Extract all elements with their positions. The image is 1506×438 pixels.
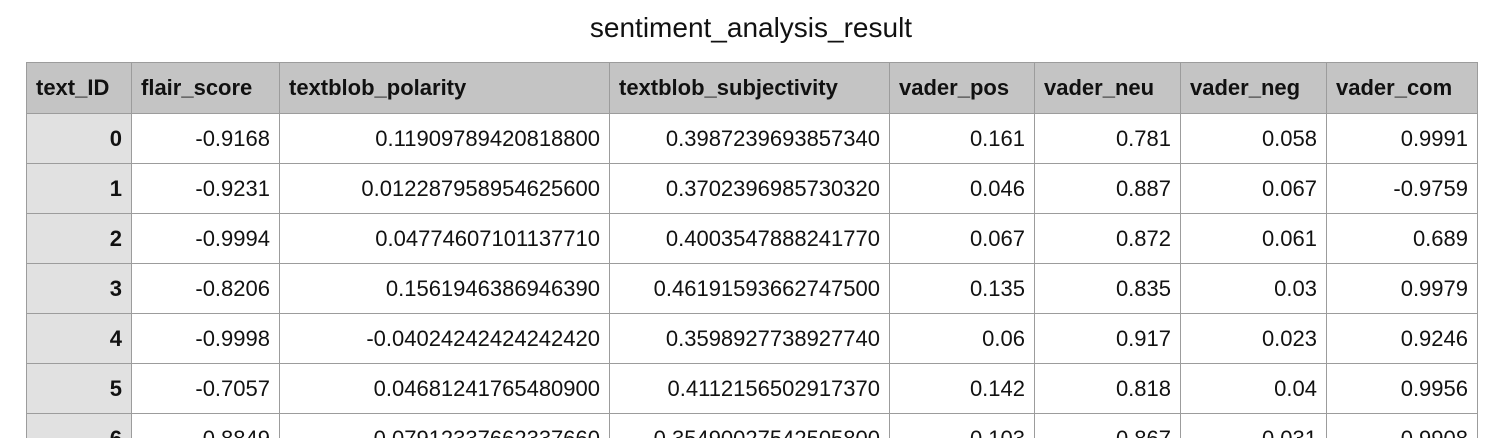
cell-vader-neu[interactable]: 0.872 — [1034, 213, 1181, 264]
cell-vader-neg[interactable]: 0.03 — [1180, 263, 1327, 314]
column-header-text-id[interactable]: text_ID — [26, 62, 132, 114]
column-header-vader-com[interactable]: vader_com — [1326, 62, 1478, 114]
cell-textblob-subjectivity[interactable]: 0.4112156502917370 — [609, 363, 890, 414]
cell-textblob-subjectivity[interactable]: 0.3702396985730320 — [609, 163, 890, 214]
table-row: 3 -0.8206 0.1561946386946390 0.461915936… — [26, 263, 1478, 314]
cell-vader-neu[interactable]: 0.867 — [1034, 413, 1181, 438]
cell-flair-score[interactable]: -0.8849 — [131, 413, 280, 438]
cell-vader-neu[interactable]: 0.781 — [1034, 113, 1181, 164]
cell-text-id[interactable]: 5 — [26, 363, 132, 414]
cell-vader-neg[interactable]: 0.067 — [1180, 163, 1327, 214]
cell-vader-neg[interactable]: 0.04 — [1180, 363, 1327, 414]
cell-vader-pos[interactable]: 0.067 — [889, 213, 1035, 264]
table-row: 4 -0.9998 -0.04024242424242420 0.3598927… — [26, 313, 1478, 364]
column-header-vader-neu[interactable]: vader_neu — [1034, 62, 1181, 114]
cell-vader-com[interactable]: -0.9759 — [1326, 163, 1478, 214]
cell-vader-com[interactable]: 0.9979 — [1326, 263, 1478, 314]
cell-vader-com[interactable]: 0.9991 — [1326, 113, 1478, 164]
cell-flair-score[interactable]: -0.9998 — [131, 313, 280, 364]
sheet-title: sentiment_analysis_result — [589, 12, 913, 43]
cell-vader-com[interactable]: 0.689 — [1326, 213, 1478, 264]
cell-flair-score[interactable]: -0.8206 — [131, 263, 280, 314]
cell-vader-neg[interactable]: 0.031 — [1180, 413, 1327, 438]
cell-textblob-polarity[interactable]: 0.11909789420818800 — [279, 113, 610, 164]
cell-vader-neg[interactable]: 0.023 — [1180, 313, 1327, 364]
cell-text-id[interactable]: 2 — [26, 213, 132, 264]
cell-vader-pos[interactable]: 0.161 — [889, 113, 1035, 164]
column-header-vader-pos[interactable]: vader_pos — [889, 62, 1035, 114]
cell-textblob-subjectivity[interactable]: 0.46191593662747500 — [609, 263, 890, 314]
cell-flair-score[interactable]: -0.9231 — [131, 163, 280, 214]
cell-textblob-subjectivity[interactable]: 0.4003547888241770 — [609, 213, 890, 264]
cell-textblob-subjectivity[interactable]: 0.3598927738927740 — [609, 313, 890, 364]
cell-vader-neu[interactable]: 0.818 — [1034, 363, 1181, 414]
cell-text-id[interactable]: 4 — [26, 313, 132, 364]
cell-textblob-subjectivity[interactable]: 0.3987239693857340 — [609, 113, 890, 164]
sentiment-table: text_ID flair_score textblob_polarity te… — [26, 62, 1478, 438]
cell-vader-neu[interactable]: 0.887 — [1034, 163, 1181, 214]
cell-text-id[interactable]: 0 — [26, 113, 132, 164]
cell-vader-neg[interactable]: 0.058 — [1180, 113, 1327, 164]
cell-flair-score[interactable]: -0.9994 — [131, 213, 280, 264]
cell-textblob-subjectivity[interactable]: 0.35490027542505800 — [609, 413, 890, 438]
table-row: 2 -0.9994 0.04774607101137710 0.40035478… — [26, 213, 1478, 264]
table-viewport[interactable]: text_ID flair_score textblob_polarity te… — [26, 62, 1478, 438]
table-row: 6 -0.8849 0.07912337662337660 0.35490027… — [26, 413, 1478, 438]
column-header-textblob-polarity[interactable]: textblob_polarity — [279, 62, 610, 114]
table-row: 5 -0.7057 0.04681241765480900 0.41121565… — [26, 363, 1478, 414]
column-header-textblob-subjectivity[interactable]: textblob_subjectivity — [609, 62, 890, 114]
cell-flair-score[interactable]: -0.9168 — [131, 113, 280, 164]
cell-vader-com[interactable]: 0.9956 — [1326, 363, 1478, 414]
header-row: text_ID flair_score textblob_polarity te… — [26, 62, 1478, 114]
cell-textblob-polarity[interactable]: 0.012287958954625600 — [279, 163, 610, 214]
cell-textblob-polarity[interactable]: 0.07912337662337660 — [279, 413, 610, 438]
cell-textblob-polarity[interactable]: 0.1561946386946390 — [279, 263, 610, 314]
cell-text-id[interactable]: 1 — [26, 163, 132, 214]
cell-textblob-polarity[interactable]: -0.04024242424242420 — [279, 313, 610, 364]
cell-vader-neu[interactable]: 0.835 — [1034, 263, 1181, 314]
cell-vader-pos[interactable]: 0.142 — [889, 363, 1035, 414]
cell-vader-pos[interactable]: 0.103 — [889, 413, 1035, 438]
cell-vader-neu[interactable]: 0.917 — [1034, 313, 1181, 364]
cell-flair-score[interactable]: -0.7057 — [131, 363, 280, 414]
cell-vader-com[interactable]: 0.9908 — [1326, 413, 1478, 438]
cell-textblob-polarity[interactable]: 0.04681241765480900 — [279, 363, 610, 414]
column-header-vader-neg[interactable]: vader_neg — [1180, 62, 1327, 114]
table-row: 1 -0.9231 0.012287958954625600 0.3702396… — [26, 163, 1478, 214]
cell-text-id[interactable]: 6 — [26, 413, 132, 438]
cell-text-id[interactable]: 3 — [26, 263, 132, 314]
table-row: 0 -0.9168 0.11909789420818800 0.39872396… — [26, 113, 1478, 164]
cell-vader-pos[interactable]: 0.135 — [889, 263, 1035, 314]
cell-vader-neg[interactable]: 0.061 — [1180, 213, 1327, 264]
column-header-flair-score[interactable]: flair_score — [131, 62, 280, 114]
cell-vader-pos[interactable]: 0.046 — [889, 163, 1035, 214]
cell-vader-pos[interactable]: 0.06 — [889, 313, 1035, 364]
cell-vader-com[interactable]: 0.9246 — [1326, 313, 1478, 364]
cell-textblob-polarity[interactable]: 0.04774607101137710 — [279, 213, 610, 264]
